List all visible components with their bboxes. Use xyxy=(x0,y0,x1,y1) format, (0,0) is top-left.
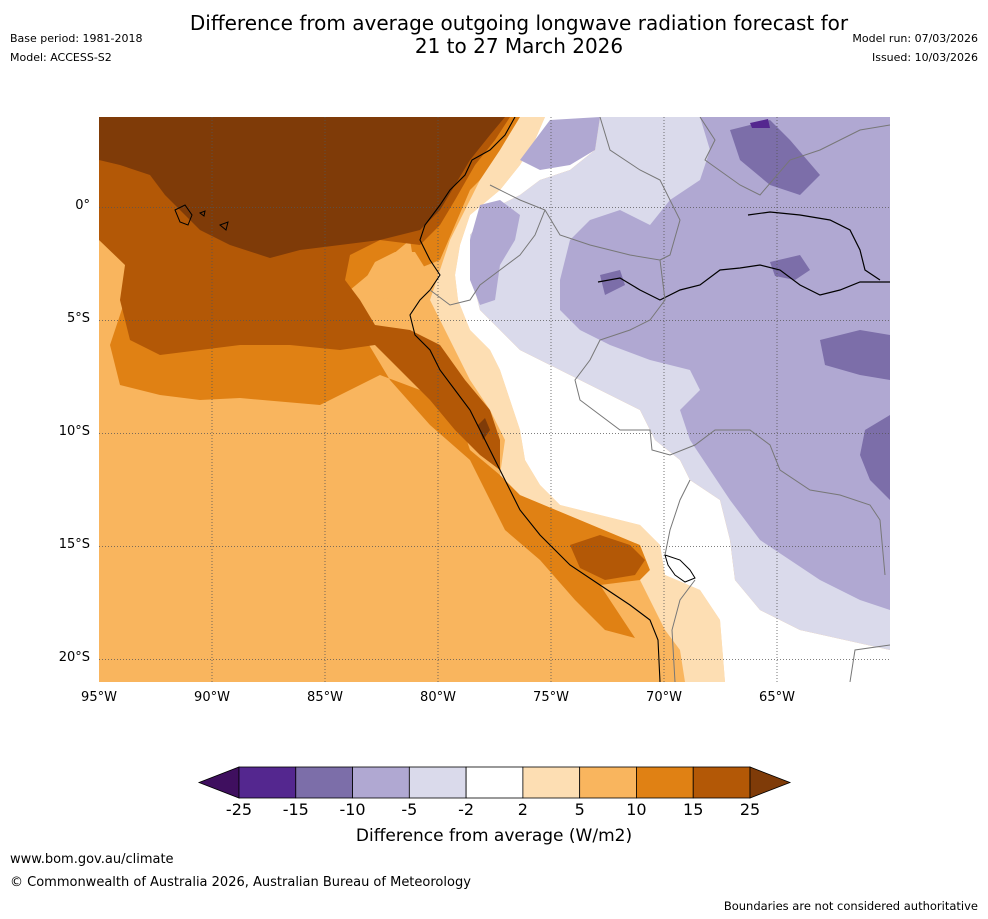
title-line-1: Difference from average outgoing longwav… xyxy=(189,11,849,35)
colorbar-segment xyxy=(692,766,751,799)
anomaly-region-minus-10-15-west xyxy=(600,270,625,295)
latitude-label: 5°S xyxy=(66,311,90,327)
anomaly-region-minus-10-15-east xyxy=(820,330,890,380)
anomaly-region-minus-5-10-west xyxy=(470,200,520,305)
colorbar-tick-label: -15 xyxy=(282,800,309,819)
colorbar-segment xyxy=(238,766,297,799)
colorbar-segment xyxy=(295,766,353,799)
colorbar-extend-min xyxy=(197,766,240,799)
coastline-galapagos xyxy=(174,204,229,231)
coastline-rio-negro xyxy=(747,211,881,281)
anomaly-region-minus-5-10 xyxy=(560,117,890,610)
map-fill xyxy=(99,117,890,682)
issued-date: Issued: 10/03/2026 xyxy=(871,51,978,64)
anomaly-region-minus-10-15-se xyxy=(860,415,890,500)
latitude-label: 20°S xyxy=(58,650,90,666)
anomaly-region-above-25-spot xyxy=(478,418,490,440)
coastline-south-america xyxy=(409,117,661,682)
latitude-label: 0° xyxy=(75,198,90,214)
latitude-label: 15°S xyxy=(58,537,90,553)
longitude-label: 65°W xyxy=(759,690,795,705)
colorbar-tick-label: 10 xyxy=(626,800,647,819)
map-title: Difference from average outgoing longwav… xyxy=(100,12,938,58)
boundary-disclaimer: Boundaries are not considered authoritat… xyxy=(723,899,978,913)
colorbar-title: Difference from average (W/m2) xyxy=(355,826,633,846)
colorbar-tick-label: 5 xyxy=(574,800,585,819)
anomaly-region-2-5 xyxy=(430,117,725,682)
coastline-amazon-river xyxy=(597,264,890,301)
copyright-notice: © Commonwealth of Australia 2026, Austra… xyxy=(10,875,471,890)
anomaly-region-neutral xyxy=(455,117,890,682)
anomaly-region-minus-15-25 xyxy=(750,119,770,128)
colorbar-segment xyxy=(352,766,410,799)
longitude-label: 70°W xyxy=(646,690,682,705)
colorbar-segment xyxy=(465,766,524,799)
longitude-label: 85°W xyxy=(307,690,343,705)
colorbar-extend-max xyxy=(749,766,792,799)
coastline-lake-titicaca xyxy=(664,554,696,583)
longitude-label: 80°W xyxy=(420,690,456,705)
anomaly-region-5-10-patch xyxy=(365,252,430,300)
colorbar-tick-label: 25 xyxy=(739,800,761,819)
colorbar-segment xyxy=(522,766,581,799)
longitude-label: 90°W xyxy=(194,690,230,705)
map-boundaries xyxy=(174,117,890,682)
title-line-2: 21 to 27 March 2026 xyxy=(414,34,624,58)
model-name: Model: ACCESS-S2 xyxy=(10,51,112,64)
base-period: Base period: 1981-2018 xyxy=(10,32,143,45)
anomaly-region-minus-10-15-mid xyxy=(770,255,810,280)
anomaly-region-minus-10-15 xyxy=(730,120,820,195)
colorbar-segment xyxy=(636,766,694,799)
map-gridlines xyxy=(99,117,890,682)
colorbar-segment xyxy=(408,766,467,799)
longitude-label: 75°W xyxy=(533,690,569,705)
colorbar-tick-label: 2 xyxy=(517,800,528,819)
latitude-label: 10°S xyxy=(58,424,90,440)
website-link[interactable]: www.bom.gov.au/climate xyxy=(10,852,174,867)
colorbar-segment xyxy=(579,766,637,799)
longitude-label: 95°W xyxy=(81,690,117,705)
model-run-date: Model run: 07/03/2026 xyxy=(852,32,978,45)
colorbar-tick-label: -2 xyxy=(458,800,475,819)
colorbar-tick-label: 15 xyxy=(683,800,704,819)
anomaly-region-minus-5-10-top xyxy=(520,117,600,170)
national-borders xyxy=(429,117,890,682)
colorbar-tick-label: -5 xyxy=(401,800,418,819)
colorbar-tick-label: -10 xyxy=(339,800,366,819)
anomaly-region-above-25 xyxy=(99,117,505,258)
colorbar-tick-label: -25 xyxy=(225,800,253,819)
